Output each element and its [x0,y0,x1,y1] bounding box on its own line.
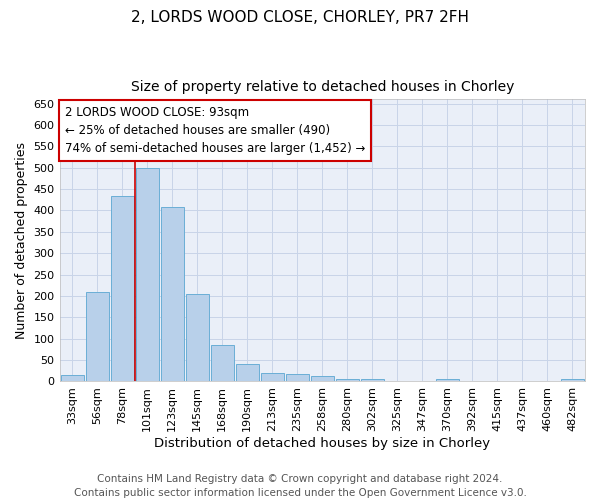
Bar [336,380,359,382]
Bar [211,345,233,382]
Bar [361,380,384,382]
Bar [311,376,334,382]
Y-axis label: Number of detached properties: Number of detached properties [15,142,28,339]
Bar [61,375,83,382]
Text: 2, LORDS WOOD CLOSE, CHORLEY, PR7 2FH: 2, LORDS WOOD CLOSE, CHORLEY, PR7 2FH [131,10,469,25]
Bar [161,207,184,382]
Text: Contains HM Land Registry data © Crown copyright and database right 2024.
Contai: Contains HM Land Registry data © Crown c… [74,474,526,498]
X-axis label: Distribution of detached houses by size in Chorley: Distribution of detached houses by size … [154,437,490,450]
Bar [110,196,134,382]
Bar [236,364,259,382]
Bar [561,380,584,382]
Bar [136,168,158,382]
Bar [286,374,309,382]
Bar [436,380,459,382]
Text: 2 LORDS WOOD CLOSE: 93sqm
← 25% of detached houses are smaller (490)
74% of semi: 2 LORDS WOOD CLOSE: 93sqm ← 25% of detac… [65,106,365,156]
Bar [185,294,209,382]
Bar [86,292,109,382]
Bar [261,373,284,382]
Title: Size of property relative to detached houses in Chorley: Size of property relative to detached ho… [131,80,514,94]
